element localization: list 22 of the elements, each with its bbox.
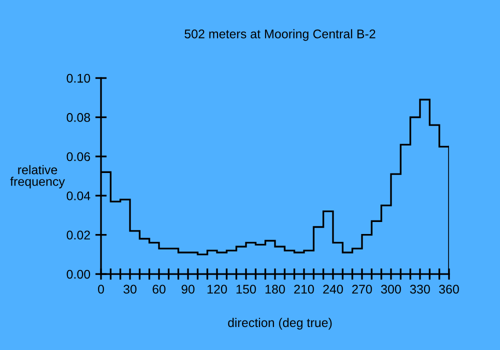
x-tick-label: 180 [266,284,285,294]
x-tick-label: 150 [236,284,256,294]
x-tick-label: 60 [152,284,166,294]
x-tick-label: 270 [352,284,372,294]
x-tick-label: 330 [410,284,430,294]
x-tick-label: 90 [182,284,194,294]
y-tick-label: 0.00 [66,270,90,279]
x-tick-label: 0 [98,284,104,294]
x-tick-label: 240 [323,284,343,294]
chart-title: 502 meters at Mooring Central B-2 [184,29,376,41]
y-tick-label: 0.08 [66,113,90,122]
y-axis-title: relative frequency [10,165,65,188]
x-tick-label: 360 [439,284,459,294]
x-tick-label: 300 [381,284,401,294]
y-tick-label: 0.02 [66,230,90,240]
x-axis-title: direction (deg true) [228,318,332,330]
y-tick-label: 0.04 [66,191,90,200]
x-tick-label: 210 [294,284,314,294]
y-tick-label: 0.10 [66,74,90,83]
x-tick-label: 30 [124,284,136,294]
x-tick-label: 120 [208,284,227,294]
y-tick-label: 0.06 [66,152,90,162]
